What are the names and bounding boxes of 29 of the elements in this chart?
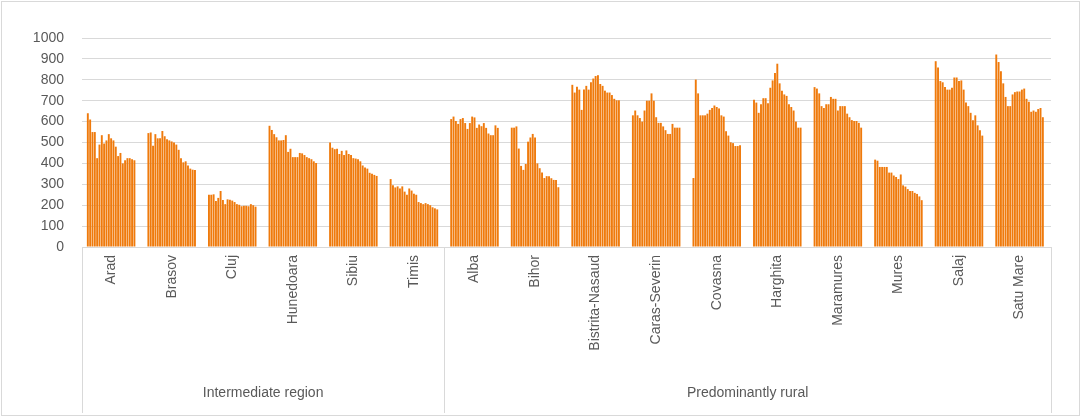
x-tick-label: Covasna (707, 254, 724, 311)
x-tick-label: Timis (404, 255, 421, 288)
y-tick-label: 900 (40, 49, 65, 66)
y-tick-label: 300 (40, 175, 65, 192)
text: Intermediate region (202, 383, 324, 400)
x-tick-label: Mures (889, 255, 906, 294)
x-tick-label: Sibiu (344, 255, 361, 287)
y-tick-label: 800 (40, 70, 65, 87)
x-tick-label: Arad (101, 255, 118, 285)
x-tick-label: Brasov (162, 255, 179, 299)
y-tick-label: 600 (40, 112, 65, 129)
x-tick-label: Hunedoara (283, 254, 300, 325)
y-tick-label: 200 (40, 196, 65, 213)
x-tick-label: Harghita (768, 254, 785, 308)
y-tick-label: 500 (40, 133, 65, 150)
x-tick-label: Alba (465, 254, 482, 284)
x-tick-label: Satu Mare (1010, 254, 1027, 320)
x-tick-label: Maramures (828, 255, 845, 326)
y-tick-label: 700 (40, 91, 65, 108)
x-tick-label: Bistrita-Nasaud (586, 255, 603, 351)
text: Predominantly rural (686, 383, 809, 400)
y-tick-label: 0 (56, 237, 65, 254)
x-tick-label: Bihor (525, 254, 542, 288)
x-tick-label: Salaj (949, 255, 966, 287)
y-tick-label: 400 (40, 154, 65, 171)
y-tick-label: 100 (40, 216, 65, 233)
y-tick-label: 1000 (32, 28, 65, 45)
x-tick-label: Caras-Severin (647, 255, 664, 345)
x-tick-label: Cluj (223, 255, 240, 280)
